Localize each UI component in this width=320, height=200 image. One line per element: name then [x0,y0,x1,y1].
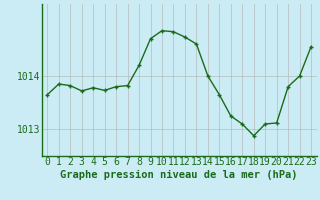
X-axis label: Graphe pression niveau de la mer (hPa): Graphe pression niveau de la mer (hPa) [60,170,298,180]
